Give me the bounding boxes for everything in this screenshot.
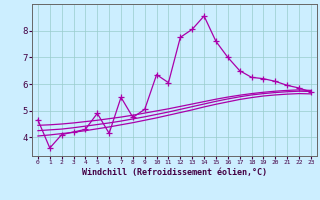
- X-axis label: Windchill (Refroidissement éolien,°C): Windchill (Refroidissement éolien,°C): [82, 168, 267, 177]
